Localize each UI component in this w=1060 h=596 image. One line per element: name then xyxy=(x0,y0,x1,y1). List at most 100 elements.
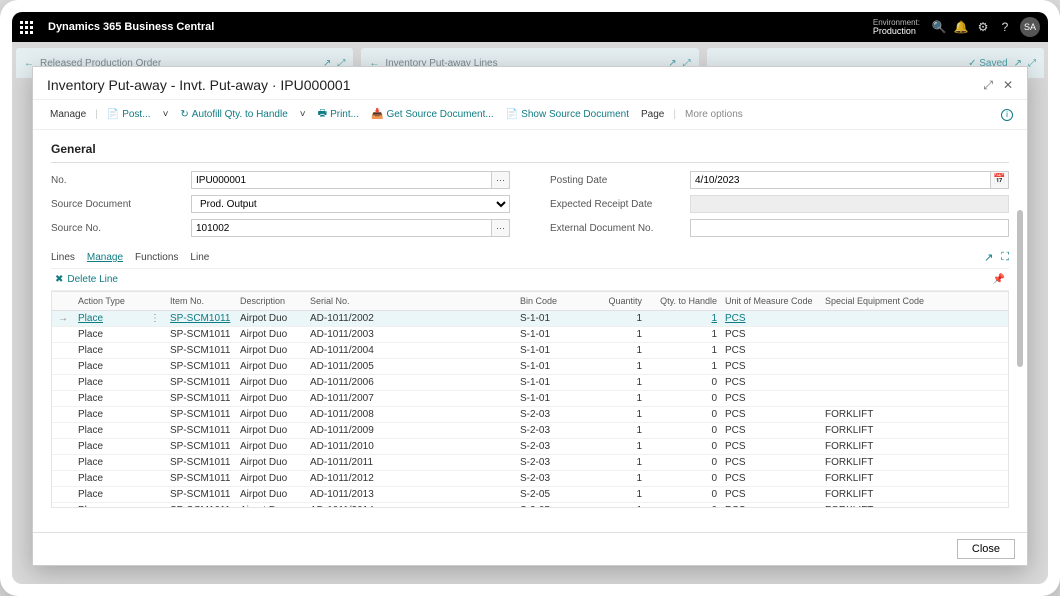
table-row[interactable]: PlaceSP-SCM1011Airpot DuoAD-1011/2006S-1… xyxy=(52,375,1008,391)
row-menu[interactable] xyxy=(144,327,166,342)
cell-item-no[interactable]: SP-SCM1011 xyxy=(166,343,236,358)
col-item-no[interactable]: Item No. xyxy=(166,292,236,310)
cell-uom[interactable]: PCS xyxy=(721,311,821,326)
posting-date-input[interactable] xyxy=(690,171,991,189)
cell-action-type[interactable]: Place xyxy=(74,439,144,454)
col-description[interactable]: Description xyxy=(236,292,306,310)
cell-action-type[interactable]: Place xyxy=(74,423,144,438)
cell-uom[interactable]: PCS xyxy=(721,375,821,390)
row-menu[interactable] xyxy=(144,455,166,470)
col-qth[interactable]: Qty. to Handle xyxy=(646,292,721,310)
cell-uom[interactable]: PCS xyxy=(721,327,821,342)
col-uom[interactable]: Unit of Measure Code xyxy=(721,292,821,310)
tab-line[interactable]: Line xyxy=(190,252,209,263)
cell-action-type[interactable]: Place xyxy=(74,311,144,326)
cell-uom[interactable]: PCS xyxy=(721,343,821,358)
cell-uom[interactable]: PCS xyxy=(721,423,821,438)
table-row[interactable]: PlaceSP-SCM1011Airpot DuoAD-1011/2007S-1… xyxy=(52,391,1008,407)
table-row[interactable]: PlaceSP-SCM1011Airpot DuoAD-1011/2003S-1… xyxy=(52,327,1008,343)
row-menu[interactable] xyxy=(144,359,166,374)
row-menu[interactable] xyxy=(144,487,166,502)
cell-item-no[interactable]: SP-SCM1011 xyxy=(166,487,236,502)
cell-uom[interactable]: PCS xyxy=(721,487,821,502)
manage-menu[interactable]: Manage xyxy=(47,107,89,122)
cell-uom[interactable]: PCS xyxy=(721,471,821,486)
delete-line-button[interactable]: ✖ Delete Line xyxy=(55,274,118,285)
app-launcher-icon[interactable] xyxy=(20,21,38,34)
row-menu[interactable] xyxy=(144,439,166,454)
cell-item-no[interactable]: SP-SCM1011 xyxy=(166,455,236,470)
notifications-icon[interactable]: 🔔 xyxy=(950,20,972,34)
cell-item-no[interactable]: SP-SCM1011 xyxy=(166,407,236,422)
autofill-dropdown[interactable]: ˅ xyxy=(297,107,309,122)
cell-action-type[interactable]: Place xyxy=(74,359,144,374)
print-button[interactable]: 🖶 Print... xyxy=(315,104,362,125)
cell-qth[interactable]: 1 xyxy=(646,359,721,374)
cell-qth[interactable]: 0 xyxy=(646,471,721,486)
avatar[interactable]: SA xyxy=(1020,17,1040,37)
row-menu[interactable] xyxy=(144,343,166,358)
cell-uom[interactable]: PCS xyxy=(721,391,821,406)
table-row[interactable]: PlaceSP-SCM1011Airpot DuoAD-1011/2008S-2… xyxy=(52,407,1008,423)
page-menu[interactable]: Page xyxy=(638,107,667,122)
info-icon[interactable]: i xyxy=(1001,109,1013,121)
expand-icon[interactable]: ⤢ xyxy=(1028,58,1036,69)
cell-qth[interactable]: 1 xyxy=(646,343,721,358)
cell-item-no[interactable]: SP-SCM1011 xyxy=(166,359,236,374)
scrollbar[interactable] xyxy=(1017,210,1023,472)
more-options[interactable]: More options xyxy=(682,107,746,122)
search-icon[interactable]: 🔍 xyxy=(928,20,950,34)
cell-action-type[interactable]: Place xyxy=(74,503,144,507)
cell-item-no[interactable]: SP-SCM1011 xyxy=(166,311,236,326)
table-row[interactable]: PlaceSP-SCM1011Airpot DuoAD-1011/2013S-2… xyxy=(52,487,1008,503)
cell-qth[interactable]: 0 xyxy=(646,439,721,454)
col-serial[interactable]: Serial No. xyxy=(306,292,386,310)
cell-qth[interactable]: 0 xyxy=(646,487,721,502)
cell-action-type[interactable]: Place xyxy=(74,455,144,470)
table-row[interactable]: PlaceSP-SCM1011Airpot DuoAD-1011/2014S-2… xyxy=(52,503,1008,507)
autofill-button[interactable]: ↻ Autofill Qty. to Handle xyxy=(177,107,290,122)
scrollbar-thumb[interactable] xyxy=(1017,210,1023,367)
help-icon[interactable]: ? xyxy=(994,20,1016,34)
table-row[interactable]: PlaceSP-SCM1011Airpot DuoAD-1011/2011S-2… xyxy=(52,455,1008,471)
cell-action-type[interactable]: Place xyxy=(74,471,144,486)
cell-item-no[interactable]: SP-SCM1011 xyxy=(166,503,236,507)
post-button[interactable]: 📄 Post... xyxy=(104,107,154,122)
source-no-lookup[interactable]: ⋯ xyxy=(492,219,510,237)
cell-action-type[interactable]: Place xyxy=(74,407,144,422)
cell-uom[interactable]: PCS xyxy=(721,455,821,470)
col-action-type[interactable]: Action Type xyxy=(74,292,144,310)
tab-functions[interactable]: Functions xyxy=(135,252,178,263)
cell-item-no[interactable]: SP-SCM1011 xyxy=(166,391,236,406)
get-source-button[interactable]: 📥 Get Source Document... xyxy=(368,107,497,122)
cell-action-type[interactable]: Place xyxy=(74,487,144,502)
share-icon[interactable]: ↗ xyxy=(984,251,993,264)
cell-action-type[interactable]: Place xyxy=(74,327,144,342)
cell-uom[interactable]: PCS xyxy=(721,359,821,374)
cell-qth[interactable]: 0 xyxy=(646,503,721,507)
expand-icon[interactable]: ⤢ xyxy=(983,78,993,93)
row-menu[interactable] xyxy=(144,375,166,390)
post-dropdown[interactable]: ˅ xyxy=(160,107,172,122)
cell-action-type[interactable]: Place xyxy=(74,391,144,406)
settings-icon[interactable]: ⚙ xyxy=(972,20,994,34)
cell-qth[interactable]: 1 xyxy=(646,311,721,326)
cell-qth[interactable]: 0 xyxy=(646,375,721,390)
cell-uom[interactable]: PCS xyxy=(721,503,821,507)
row-menu[interactable] xyxy=(144,471,166,486)
close-icon[interactable]: ✕ xyxy=(1003,78,1013,93)
ext-doc-input[interactable] xyxy=(690,219,1009,237)
environment-badge[interactable]: Environment: Production xyxy=(873,19,920,36)
maximize-icon[interactable]: ⛶ xyxy=(1001,251,1009,264)
table-row[interactable]: PlaceSP-SCM1011Airpot DuoAD-1011/2004S-1… xyxy=(52,343,1008,359)
cell-qth[interactable]: 1 xyxy=(646,327,721,342)
source-no-input[interactable] xyxy=(191,219,492,237)
table-row[interactable]: PlaceSP-SCM1011Airpot DuoAD-1011/2012S-2… xyxy=(52,471,1008,487)
show-source-button[interactable]: 📄 Show Source Document xyxy=(503,107,632,122)
cell-item-no[interactable]: SP-SCM1011 xyxy=(166,327,236,342)
col-bin[interactable]: Bin Code xyxy=(516,292,591,310)
cell-qth[interactable]: 0 xyxy=(646,391,721,406)
cell-qth[interactable]: 0 xyxy=(646,455,721,470)
close-button[interactable]: Close xyxy=(957,539,1015,559)
col-sec[interactable]: Special Equipment Code xyxy=(821,292,931,310)
